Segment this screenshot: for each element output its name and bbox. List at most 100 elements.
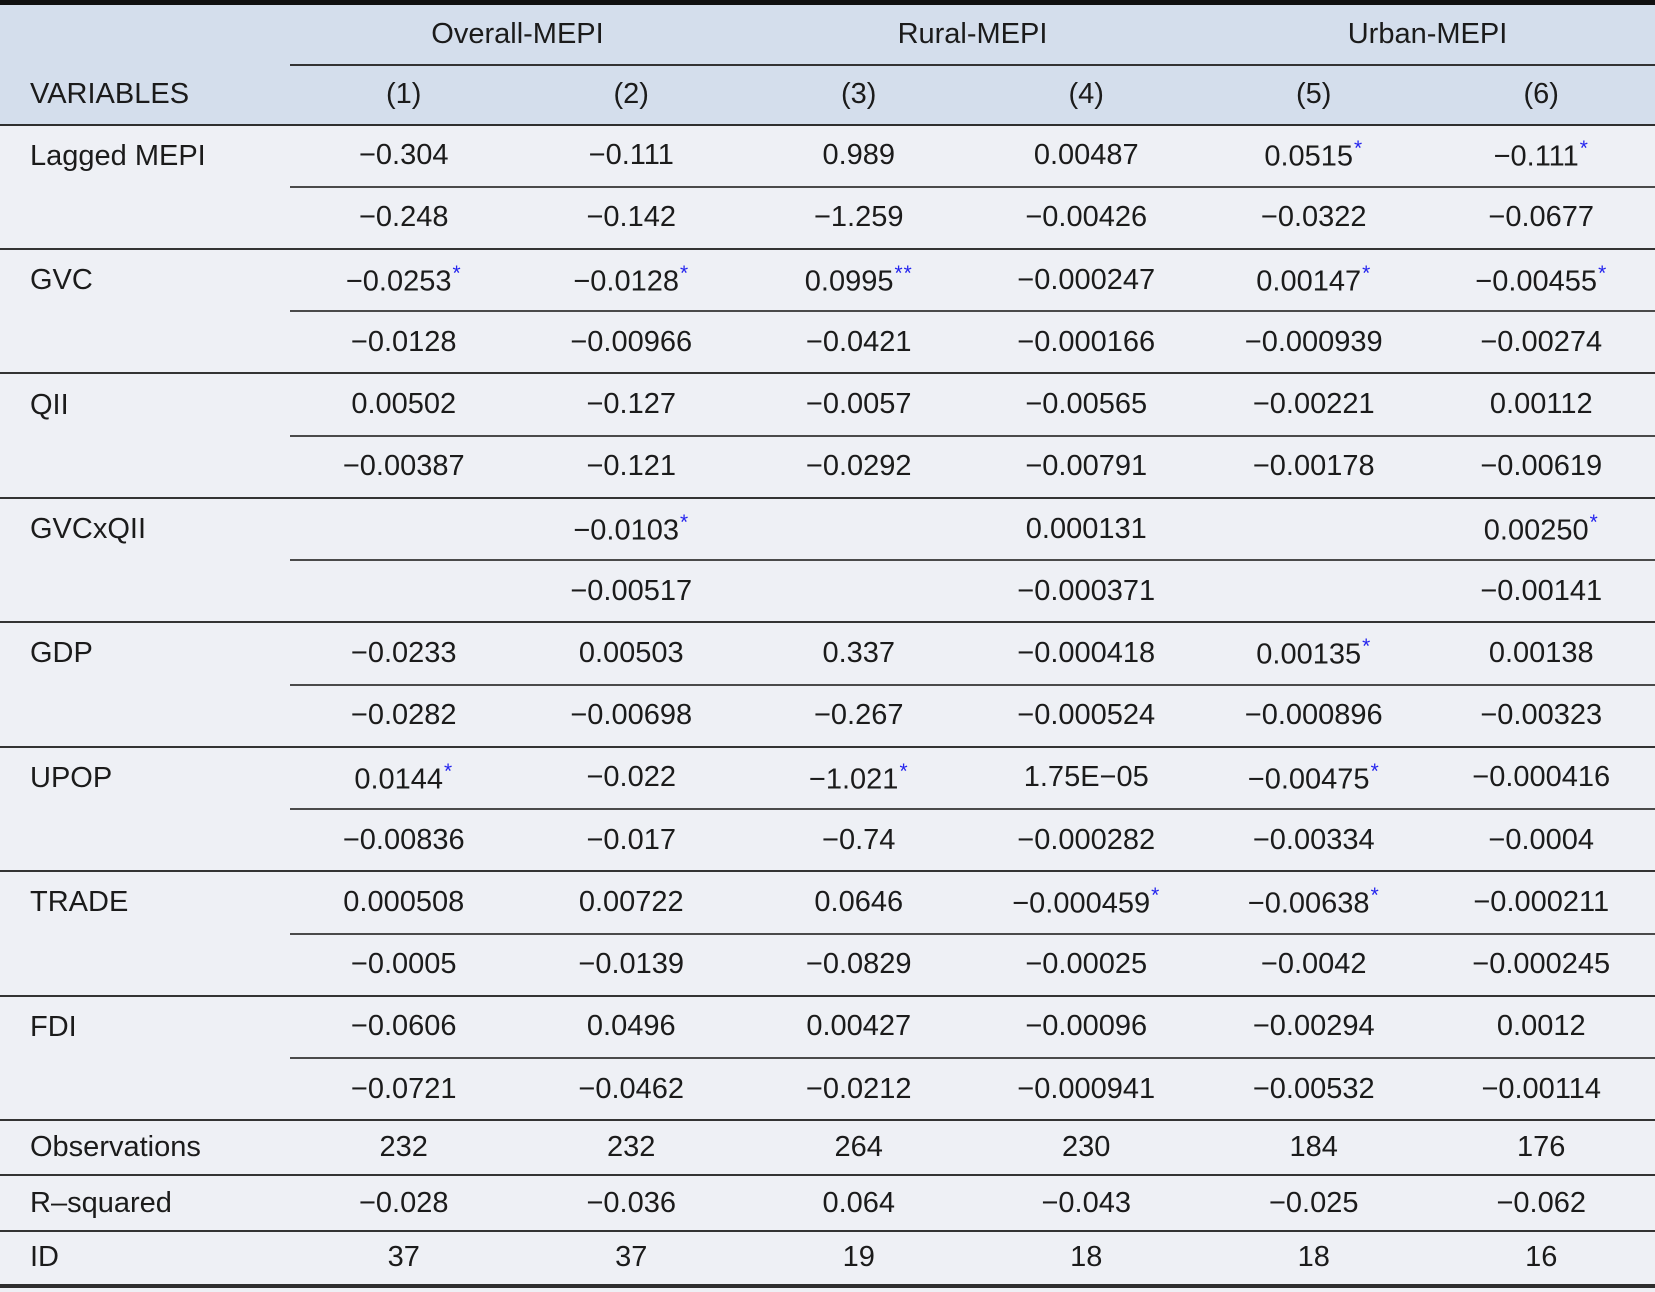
table-row: −0.00387 −0.121 −0.0292 −0.00791 −0.00178 −0.… [0,435,1655,499]
table-cell: 37 [615,1241,648,1274]
table-cell: 1.75E−05 [972,746,1200,811]
table-cell: −0.00565 [972,373,1200,437]
table-row: Overall-MEPI Rural-MEPI Urban-MEPI [0,2,1655,66]
table-cell: 0.00427 [745,995,973,1060]
table-cell: −0.00025 [972,933,1200,997]
table-cell: −0.267 [745,684,973,748]
table-cell: 230 [972,1120,1200,1177]
table-cell: −0.000247 [972,248,1200,313]
table-cell: 0.000508 [290,871,518,935]
table-row: Observations 232 232 264 230 184 176 [0,1120,1655,1177]
table-cell: −0.0677 [1427,186,1655,250]
table-cell: −0.000939 [1200,311,1428,375]
table-cell: 0.0012 [1427,995,1655,1060]
table-row: −0.0282 −0.00698 −0.267 −0.000524 −0.000896−… [0,684,1655,748]
significance-star: * [1362,635,1372,659]
table-cell: −0.00475* [1200,746,1428,811]
table-cell: −0.304 [290,124,518,188]
variable-label [0,560,290,624]
table-cell: −0.0128* [517,248,745,313]
variable-label-gvcxqii: GVCxQII [30,513,147,546]
table-cell [1200,497,1428,562]
variable-label-observations: Observations [0,1120,290,1177]
table-cell: −0.0721 [290,1058,518,1122]
significance-star: * [1598,261,1608,285]
table-cell: −0.0462 [517,1058,745,1122]
table-cell: −0.017 [517,809,745,873]
variable-label-trade: TRADE [30,886,129,919]
table-row: Lagged MEPI −0.304 −0.111 0.989 0.00487 0.051… [0,124,1655,188]
table-row: GVC −0.0253* −0.0128* 0.0995** −0.000247 0.00… [0,248,1655,313]
variable-label-fdi: FDI [30,1010,77,1043]
variable-label [0,684,290,748]
table-cell: 0.989 [745,124,973,188]
table-cell: −0.74 [745,809,973,873]
table-cell: −0.00426 [972,186,1200,250]
table-cell: 232 [290,1120,518,1177]
significance-star: ** [894,261,913,285]
table-cell: −0.000416 [1427,746,1655,811]
group-header-urban-mepi: Urban-MEPI [1200,2,1655,66]
table-cell: 19 [842,1241,875,1274]
table-cell: −0.000418 [972,622,1200,686]
group-header-rural-mepi: Rural-MEPI [745,2,1200,66]
variable-label [0,933,290,997]
variable-label [0,809,290,873]
table-cell: −1.021* [745,746,973,811]
variable-label-id: ID [30,1241,59,1274]
significance-star: * [1589,510,1599,534]
table-cell: −0.0042 [1200,933,1428,997]
column-header-1: (1) [290,64,518,126]
table-cell: −0.0128 [290,311,518,375]
table-cell: 0.337 [745,622,973,686]
significance-star: * [1370,759,1380,783]
table-cell: 0.0995** [745,248,973,313]
group-header-overall-mepi: Overall-MEPI [290,2,745,66]
significance-star: * [1579,137,1589,161]
table-row: −0.00836 −0.017 −0.74 −0.000282 −0.00334 −0.0… [0,809,1655,873]
table-cell: −0.142 [517,186,745,250]
table-cell: −0.00323 [1427,684,1655,748]
table-cell: −0.00791 [972,435,1200,499]
table-cell: −0.00334 [1200,809,1428,873]
table-row: GDP −0.0233 0.00503 0.337 −0.000418 0.00135* 0… [0,622,1655,686]
group-header-spacer [0,2,290,65]
table-row: UPOP 0.0144* −0.022 −1.021* 1.75E−05 −0.00475… [0,746,1655,811]
table-row: R–squared −0.028 −0.036 0.064 −0.043 −0.025 −0… [0,1175,1655,1232]
table-cell: −0.0829 [745,933,973,997]
column-header-6: (6) [1427,64,1655,126]
table-cell: 0.000131 [972,497,1200,562]
table-row: ID 37 37 19 18 18 16 [0,1231,1655,1286]
table-cell: −0.0005 [290,933,518,997]
table-row: −0.0005 −0.0139 −0.0829 −0.00025 −0.0042 −0.0… [0,933,1655,997]
significance-star: * [899,759,909,783]
table-cell: 18 [1070,1241,1103,1274]
table-cell: −0.028 [290,1175,518,1232]
table-cell: −0.00836 [290,809,518,873]
table-cell: −0.00221 [1200,373,1428,437]
table-cell: −1.259 [745,186,973,250]
table-cell: −0.0233 [290,622,518,686]
table-cell [745,497,973,562]
table-cell: −0.0606 [290,995,518,1060]
table-cell: −0.00096 [972,995,1200,1060]
table-cell: −0.000211 [1427,871,1655,935]
variable-label-qii: QII [30,388,69,421]
table-cell [290,560,518,624]
table-cell: 0.00112 [1427,373,1655,437]
significance-star: * [452,261,462,285]
table-cell: −0.111* [1427,124,1655,188]
table-cell [1200,560,1428,624]
significance-star: * [680,261,690,285]
table-cell: −0.127 [517,373,745,437]
significance-star: * [1362,261,1372,285]
significance-star: * [1354,137,1364,161]
table-cell: −0.022 [517,746,745,811]
table-row: GVCxQII −0.0103* 0.000131 0.00250* [0,497,1655,562]
table-cell: −0.00532 [1200,1058,1428,1122]
table-row: QII 0.00502 −0.127 −0.0057 −0.00565 −0.00221 0… [0,373,1655,437]
table-cell: 232 [517,1120,745,1177]
table-cell: 16 [1525,1241,1558,1274]
table-row: FDI −0.0606 0.0496 0.00427 −0.00096 −0.00294 0… [0,995,1655,1060]
table-cell: −0.00638* [1200,871,1428,935]
